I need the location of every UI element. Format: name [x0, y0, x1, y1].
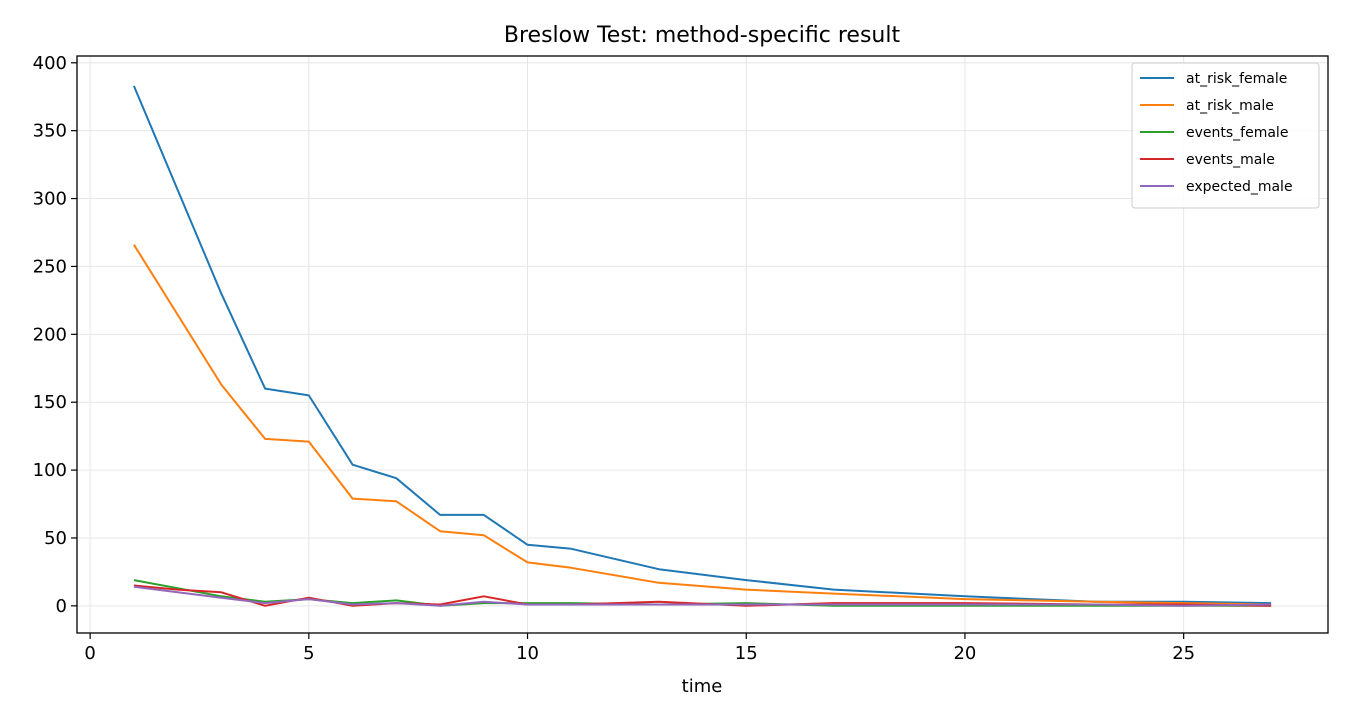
x-axis-label: time [682, 676, 723, 697]
legend-label: at_risk_male [1186, 98, 1274, 114]
x-tick-label: 5 [303, 643, 314, 664]
legend-box [1131, 62, 1320, 209]
series-line-at-risk-male [133, 244, 1272, 606]
x-tick-label: 0 [84, 643, 95, 664]
y-tick-label: 0 [56, 596, 67, 617]
legend-label: events_female [1186, 125, 1288, 141]
series-lines [132, 85, 1272, 607]
y-tick-label: 200 [33, 324, 67, 345]
y-tick-label: 250 [33, 256, 67, 277]
legend-label: events_male [1186, 152, 1275, 168]
legend: at_risk_female at_risk_male events_femalee… [1131, 62, 1320, 209]
chart-title: Breslow Test: method-specific result [504, 23, 901, 48]
plot-frame [76, 55, 1329, 634]
series-line-expected-male [133, 585, 1272, 607]
y-tick-label: 50 [44, 528, 67, 549]
y-tick-label: 400 [33, 53, 67, 74]
y-tick-label: 150 [33, 392, 67, 413]
legend-label: at_risk_female [1186, 71, 1287, 87]
legend-label: expected_male [1186, 179, 1293, 195]
y-tick-label: 100 [33, 460, 67, 481]
y-tick-label: 300 [33, 189, 67, 210]
y-tick-label: 350 [33, 121, 67, 142]
series-line-at-risk-female [132, 85, 1272, 605]
series-line-events-male [133, 584, 1272, 607]
x-tick-label: 10 [516, 643, 539, 664]
x-tick-label: 25 [1172, 643, 1195, 664]
x-tick-label: 20 [953, 643, 976, 664]
x-tick-label: 15 [735, 643, 758, 664]
